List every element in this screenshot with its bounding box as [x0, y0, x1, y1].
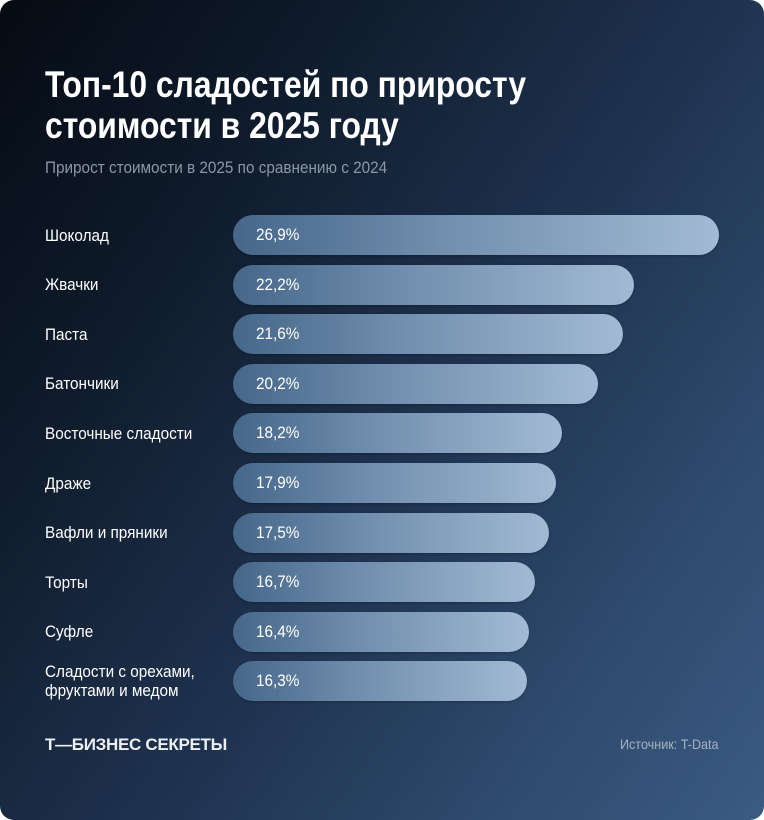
category-label: Паста	[45, 314, 92, 354]
category-label: Торты	[45, 562, 93, 602]
category-label-text: Драже	[45, 473, 92, 493]
bar	[233, 215, 719, 255]
category-label: Суфле	[45, 612, 99, 652]
bar-row: Торты 16,7%	[0, 562, 764, 603]
category-label-text: Паста	[45, 324, 88, 344]
category-label-text: Жвачки	[45, 275, 99, 295]
category-label: Вафли и пряники	[45, 513, 181, 553]
category-label: Восточные сладости	[45, 413, 209, 453]
data-label: 20,2%	[256, 364, 304, 404]
bar-row: Суфле 16,4%	[0, 611, 764, 652]
category-label-text: Суфле	[45, 622, 94, 642]
bar	[233, 314, 624, 355]
bar	[233, 611, 530, 652]
data-label: 17,9%	[256, 463, 304, 503]
data-label-text: 17,5%	[256, 522, 300, 542]
brand-logo: Т—БИЗНЕС СЕКРЕТЫ	[45, 735, 227, 754]
data-label-text: 26,9%	[256, 225, 300, 244]
category-label-text: Шоколад	[45, 225, 109, 245]
bar-row: Жвачки 22,2%	[0, 264, 764, 305]
data-label-text: 20,2%	[256, 373, 300, 393]
category-label: Шоколад	[45, 215, 116, 255]
data-label: 16,4%	[256, 612, 304, 652]
category-label-text: Вафли и пряники	[45, 523, 168, 543]
category-label-text: Восточные сладости	[45, 423, 193, 443]
data-label-text: 18,2%	[256, 423, 300, 443]
bar-row: Сладости с орехами, фруктами и медом 16,3…	[0, 661, 764, 702]
bar-row: Вафли и пряники 17,5%	[0, 512, 764, 553]
chart-title-text: Топ-10 сладостей по приросту стоимости в…	[45, 64, 527, 146]
chart-subtitle: Прирост стоимости в 2025 по сравнению с …	[45, 158, 425, 178]
data-label: 26,9%	[256, 215, 304, 255]
category-label: Сладости с орехами, фруктами и медом	[45, 661, 211, 701]
source-text: Источник: T-Data	[620, 736, 719, 752]
bar-row: Восточные сладости 18,2%	[0, 413, 764, 454]
category-label: Драже	[45, 463, 96, 503]
source-note: Источник: T-Data	[609, 736, 719, 752]
data-label-text: 16,7%	[256, 572, 300, 592]
bar-row: Шоколад 26,9%	[0, 215, 764, 255]
data-label: 16,3%	[256, 661, 304, 701]
bar	[233, 562, 535, 603]
category-label: Жвачки	[45, 265, 104, 305]
category-label: Батончики	[45, 364, 127, 404]
data-label: 17,5%	[256, 513, 304, 553]
data-label: 16,7%	[256, 562, 304, 602]
bar-row: Паста 21,6%	[0, 314, 764, 355]
data-label-text: 17,9%	[256, 473, 300, 492]
category-label-text: Торты	[45, 572, 88, 592]
data-label: 18,2%	[256, 413, 304, 453]
category-label-text: Сладости с орехами, фруктами и медом	[45, 662, 195, 701]
chart-title: Топ-10 сладостей по приросту стоимости в…	[45, 64, 745, 146]
data-label-text: 21,6%	[256, 324, 300, 344]
bar	[233, 512, 550, 553]
data-label-text: 16,3%	[256, 671, 300, 691]
category-label-text: Батончики	[45, 374, 119, 394]
data-label: 22,2%	[256, 265, 304, 305]
bar	[233, 463, 557, 503]
bar	[233, 264, 635, 305]
data-label-text: 16,4%	[256, 621, 300, 641]
data-label: 21,6%	[256, 314, 304, 354]
chart-subtitle-text: Прирост стоимости в 2025 по сравнению с …	[45, 158, 388, 177]
bar-row: Батончики 20,2%	[0, 363, 764, 404]
bar	[233, 363, 598, 404]
data-label-text: 22,2%	[256, 274, 300, 294]
bar	[233, 661, 528, 702]
bar-row: Драже 17,9%	[0, 463, 764, 503]
bar	[233, 413, 562, 454]
